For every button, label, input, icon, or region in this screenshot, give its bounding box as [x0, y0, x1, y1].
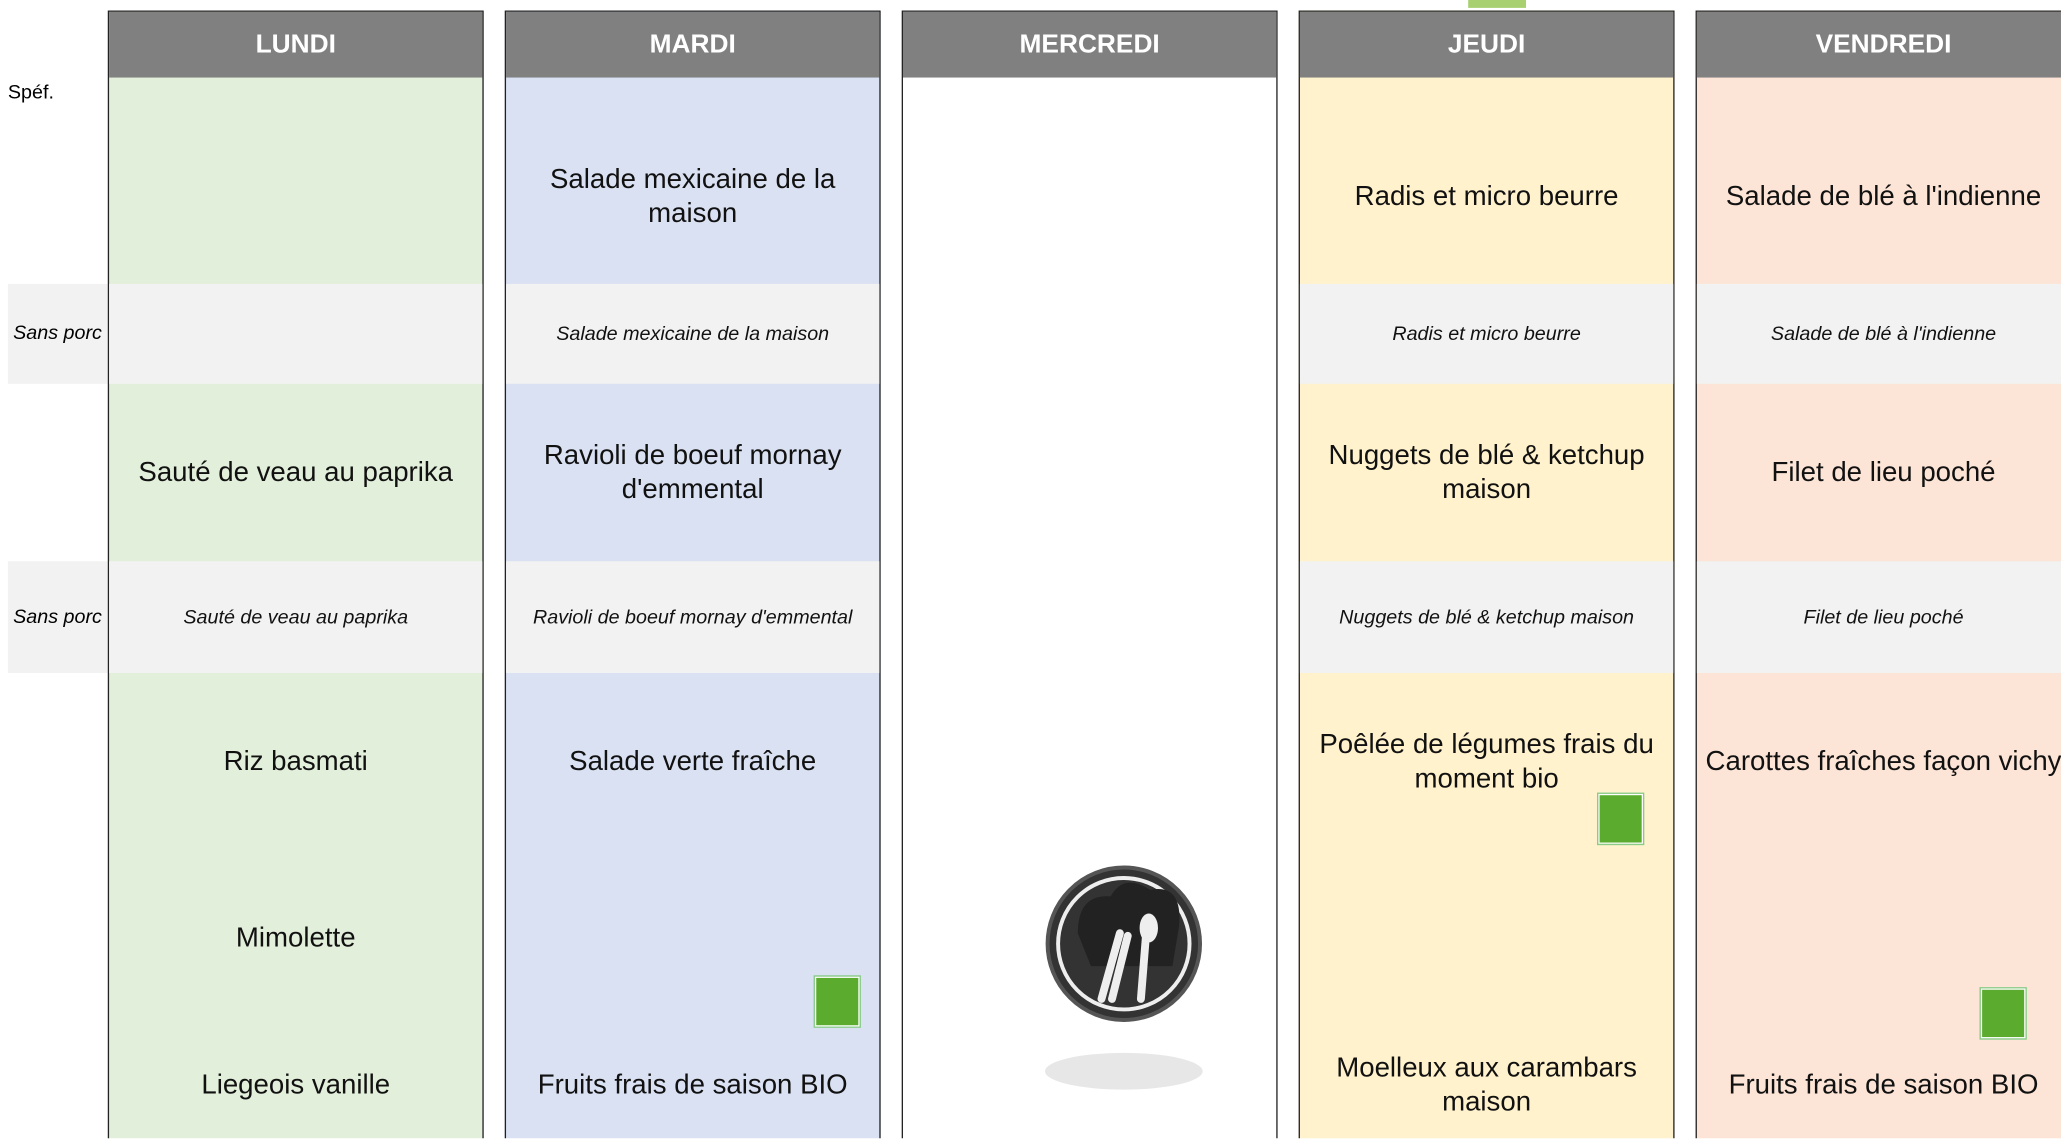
day-column: VENDREDI Salade de blé à l'indienne Salade…: [1695, 10, 2061, 1139]
row-label: Spéf.: [7, 81, 54, 104]
menu-item: Salade mexicaine de la maison: [549, 163, 836, 229]
sans-porc-band: [1696, 560, 2061, 673]
bio-logo: [813, 975, 861, 1028]
bio-logo: [1979, 987, 2027, 1040]
menu-item: Poêlée de légumes frais du moment bio: [1319, 728, 1654, 794]
menu-item: Filet de lieu poché: [1771, 456, 1996, 487]
menu-item: Liegeois vanille: [201, 1069, 391, 1100]
menu-item: Carottes fraîches façon vichy: [1705, 745, 2061, 777]
day-column: MERCREDI: [901, 10, 1278, 1139]
chef-icon: [1044, 865, 1203, 1090]
menu-item: Nuggets de blé & ketchup maison: [1328, 439, 1645, 505]
day-header: VENDREDI: [1696, 11, 2061, 78]
day-column: MARDI Salade mexicaine de la maison Salade…: [504, 10, 881, 1139]
sans-porc-band: [1299, 283, 1674, 384]
day-header: JEUDI: [1299, 11, 1674, 78]
sans-porc-band: [1696, 283, 2061, 384]
menu-item: Sauté de veau au paprika: [138, 456, 454, 487]
day-column: JEUDI Radis et micro beurre Radis et micro…: [1298, 10, 1675, 1139]
menu-item: Radis et micro beurre: [1354, 180, 1619, 211]
menu-item: Mimolette: [235, 922, 356, 953]
row-label: Sans porc: [7, 561, 108, 673]
sans-porc-band: [1299, 560, 1674, 673]
menu-item: Riz basmati: [223, 745, 368, 777]
day-header: MERCREDI: [902, 11, 1277, 78]
sans-porc-band: [506, 283, 880, 384]
menu-item: Nuggets de blé & ketchup maison: [1339, 605, 1635, 629]
menu-item: Salade de blé à l'indienne: [1770, 322, 1997, 345]
menu-item: Ravioli de boeuf mornay d'emmental: [543, 439, 842, 505]
bio-logo: [1596, 792, 1645, 846]
sans-porc-band: [506, 560, 880, 673]
menu-item: Salade mexicaine de la maison: [556, 322, 830, 345]
logo-fragment: [1468, 0, 1527, 8]
menu-item: Ravioli de boeuf mornay d'emmental: [532, 605, 853, 629]
menu-item: Filet de lieu poché: [1803, 605, 1964, 629]
menu-item: Moelleux aux carambars maison: [1336, 1052, 1637, 1117]
menu-item: Salade de blé à l'indienne: [1725, 180, 2042, 211]
menu-item: Fruits frais de saison BIO: [537, 1069, 848, 1100]
sans-porc-band: [109, 560, 483, 673]
sans-porc-band: [109, 283, 483, 384]
day-header: MARDI: [506, 11, 880, 78]
menu-item: Radis et micro beurre: [1392, 322, 1581, 345]
row-label: Sans porc: [7, 283, 108, 384]
day-column: LUNDI Sauté de veau au paprika Sauté de ve…: [107, 10, 484, 1139]
menu-item: Salade verte fraîche: [569, 745, 817, 777]
menu-item: Sauté de veau au paprika: [183, 605, 409, 629]
day-header: LUNDI: [109, 11, 483, 78]
menu-item: Fruits frais de saison BIO: [1728, 1069, 2039, 1100]
